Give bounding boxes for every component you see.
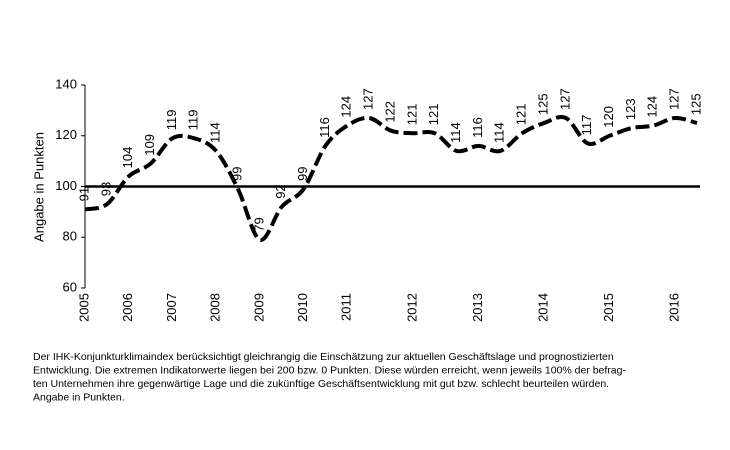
y-tick-label: 80 [63, 229, 77, 244]
x-tick-label: 2011 [339, 293, 354, 321]
footnote: Angabe in Punkten. [33, 391, 125, 403]
footnote: Der IHK-Konjunkturklimaindex berücksicht… [33, 351, 614, 363]
data-label: 109 [142, 134, 157, 156]
data-label: 92 [273, 184, 288, 198]
data-label: 121 [426, 104, 441, 126]
y-tick-label: 140 [55, 76, 77, 91]
data-line [84, 114, 698, 242]
data-label: 104 [120, 147, 135, 169]
data-label: 127 [667, 88, 682, 110]
x-tick-label: 2005 [76, 293, 91, 322]
data-label: 121 [514, 104, 529, 126]
data-label: 120 [601, 106, 616, 128]
data-label: 125 [535, 93, 550, 115]
data-label: 116 [317, 117, 332, 138]
data-label: 124 [339, 96, 354, 118]
data-label: 121 [404, 104, 419, 126]
x-tick-label: 2008 [208, 293, 223, 322]
data-label: 119 [164, 110, 179, 131]
x-tick-label: 2015 [601, 293, 616, 322]
x-tick-label: 2013 [470, 293, 485, 322]
data-label: 125 [688, 93, 703, 115]
data-label: 114 [492, 122, 507, 143]
x-tick-label: 2016 [667, 293, 682, 322]
x-tick-label: 2006 [120, 293, 135, 322]
x-tick-label: 2007 [164, 293, 179, 322]
data-label: 123 [623, 98, 638, 120]
data-label: 93 [98, 182, 113, 196]
x-tick-label: 2014 [535, 293, 550, 322]
footnote: ten Unternehmen ihre gegenwärtige Lage u… [33, 378, 609, 390]
data-label: 119 [186, 110, 201, 131]
footnote: Entwicklung. Die extremen Indikatorwerte… [33, 364, 626, 376]
data-label: 117 [579, 115, 594, 136]
data-label: 99 [295, 167, 310, 181]
data-label: 124 [645, 96, 660, 118]
data-label: 127 [361, 88, 376, 110]
data-label: 116 [470, 117, 485, 138]
y-tick-label: 100 [55, 178, 77, 193]
x-tick-label: 2012 [404, 293, 419, 322]
data-label: 99 [229, 167, 244, 181]
data-label: 122 [382, 101, 397, 123]
data-label: 127 [557, 88, 572, 110]
data-label: 114 [208, 122, 223, 143]
x-tick-label: 2009 [251, 293, 266, 322]
data-label: 79 [251, 217, 266, 231]
data-label: 114 [448, 122, 463, 143]
data-label: 91 [76, 187, 91, 201]
y-axis-label: Angabe in Punkten [31, 132, 46, 242]
x-tick-label: 2010 [295, 293, 310, 322]
y-tick-label: 60 [63, 279, 77, 294]
y-tick-label: 120 [55, 127, 77, 142]
